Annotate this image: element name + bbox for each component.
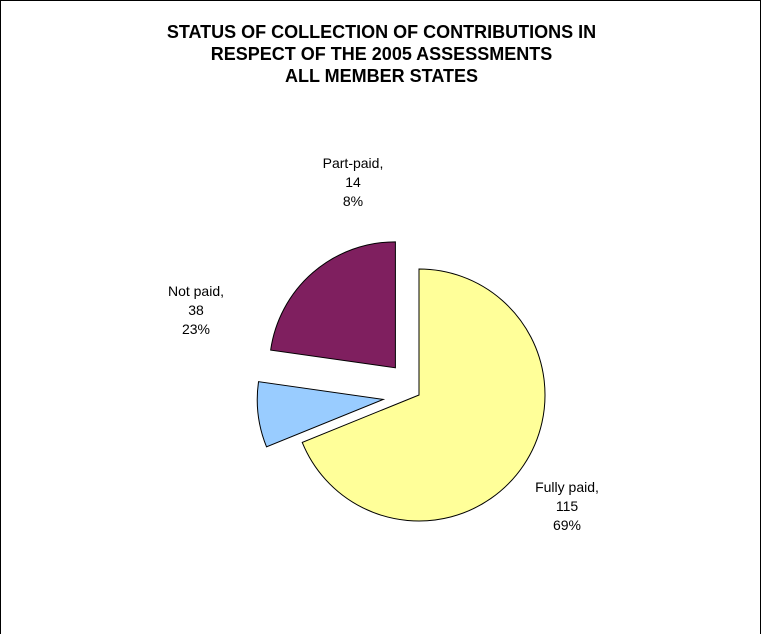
slice-label-value: 115 <box>556 498 579 514</box>
slice-label-percent: 8% <box>343 193 363 209</box>
slice-label-name: Not paid, <box>168 283 224 299</box>
slice-label-percent: 69% <box>553 517 581 533</box>
slice-labels: Fully paid, 115 69% Part-paid, 14 8% Not paid,… <box>168 155 599 533</box>
chart-title-line-2: RESPECT OF THE 2005 ASSESSMENTS <box>210 44 553 64</box>
pie-slice-part-paid <box>256 381 386 448</box>
slice-label-value: 38 <box>188 302 204 318</box>
slice-label-name: Part-paid, <box>323 155 384 171</box>
pie-slice-fully-paid <box>301 268 546 522</box>
pie-slices <box>256 241 546 522</box>
chart-title-line-3: ALL MEMBER STATES <box>285 66 478 86</box>
chart-title-line-1: STATUS OF COLLECTION OF CONTRIBUTIONS IN <box>166 22 597 42</box>
pie-slice-not-paid <box>270 241 396 369</box>
slice-label-name: Fully paid, <box>535 479 599 495</box>
slice-label-percent: 23% <box>182 321 210 337</box>
chart-title: STATUS OF COLLECTION OF CONTRIBUTIONS IN… <box>1 21 762 87</box>
slice-label: Fully paid, 115 69% <box>535 479 599 533</box>
slice-label: Part-paid, 14 8% <box>323 155 384 209</box>
slice-label: Not paid, 38 23% <box>168 283 224 337</box>
slice-label-value: 14 <box>345 174 361 190</box>
